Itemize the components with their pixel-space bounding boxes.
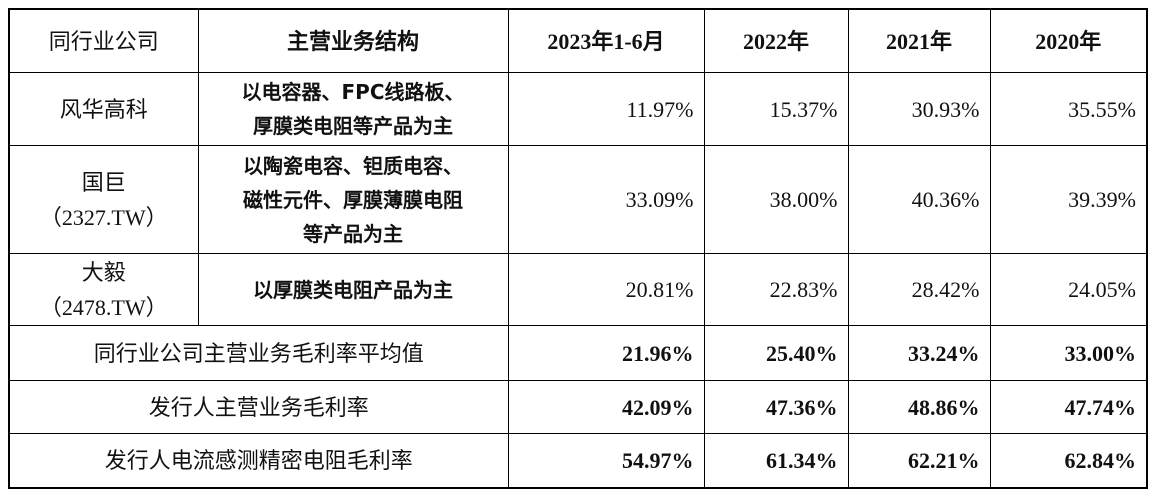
value-cell: 24.05% [989,253,1148,326]
summary-row: 发行人主营业务毛利率 42.09% 47.36% 48.86% 47.74% [8,380,1148,434]
summary-value: 21.96% [507,325,705,381]
summary-row: 发行人电流感测精密电阻毛利率 54.97% 61.34% 62.21% 62.84% [8,433,1148,488]
value-cell: 22.83% [703,253,849,326]
summary-value: 61.34% [703,433,849,488]
summary-row: 同行业公司主营业务毛利率平均值 21.96% 25.40% 33.24% 33.00% [8,325,1148,381]
value-cell: 30.93% [847,72,991,146]
summary-label: 发行人电流感测精密电阻毛利率 [8,433,509,488]
text-line: 国巨 [81,169,126,195]
business-cell: 以电容器、FPC线路板、 厚膜类电阻等产品为主 [197,72,509,146]
header-cell: 2022年 [703,8,849,73]
data-row: 国巨 （2327.TW） 以陶瓷电容、钽质电容、 磁性元件、厚膜薄膜电阻 等产品为主 33… [8,145,1148,254]
text-line: 大毅 [81,259,126,285]
text-line: 以电容器、FPC线路板、 [241,80,465,104]
value-cell: 40.36% [847,145,991,254]
header-cell: 主营业务结构 [197,8,509,73]
value-cell: 11.97% [507,72,705,146]
text-line: （2478.TW） [39,294,168,320]
value-cell: 39.39% [989,145,1148,254]
summary-label: 同行业公司主营业务毛利率平均值 [8,325,509,381]
company-cell: 大毅 （2478.TW） [8,253,199,326]
text-line: 磁性元件、厚膜薄膜电阻 [243,187,463,212]
gross-margin-table: 同行业公司 主营业务结构 2023年1-6月 2022年 2021年 2020年 风华高科… [8,8,1148,489]
value-cell: 38.00% [703,145,849,254]
summary-value: 48.86% [847,380,991,434]
data-row: 大毅 （2478.TW） 以厚膜类电阻产品为主 20.81% 22.83% 28.42% 2… [8,253,1148,326]
value-cell: 35.55% [989,72,1148,146]
value-cell: 28.42% [847,253,991,326]
value-cell: 20.81% [507,253,705,326]
header-cell: 2020年 [989,8,1148,73]
summary-value: 33.24% [847,325,991,381]
summary-value: 62.21% [847,433,991,488]
summary-value: 62.84% [989,433,1148,488]
header-cell: 同行业公司 [8,8,199,73]
summary-value: 25.40% [703,325,849,381]
summary-value: 47.74% [989,380,1148,434]
text-line: 以陶瓷电容、钽质电容、 [243,153,463,178]
summary-value: 33.00% [989,325,1148,381]
business-cell: 以陶瓷电容、钽质电容、 磁性元件、厚膜薄膜电阻 等产品为主 [197,145,509,254]
text-line: （2327.TW） [39,204,168,230]
text-line: 以厚膜类电阻产品为主 [253,277,453,302]
value-cell: 15.37% [703,72,849,146]
summary-value: 47.36% [703,380,849,434]
header-cell: 2023年1-6月 [507,8,705,73]
data-row: 风华高科 以电容器、FPC线路板、 厚膜类电阻等产品为主 11.97% 15.37% 30… [8,72,1148,146]
company-cell: 国巨 （2327.TW） [8,145,199,254]
summary-value: 54.97% [507,433,705,488]
text-line: 风华高科 [59,96,148,122]
company-cell: 风华高科 [8,72,199,146]
header-cell: 2021年 [847,8,991,73]
summary-value: 42.09% [507,380,705,434]
text-line: 等产品为主 [303,221,403,246]
value-cell: 33.09% [507,145,705,254]
text-line: 厚膜类电阻等产品为主 [253,114,453,138]
business-cell: 以厚膜类电阻产品为主 [197,253,509,326]
header-row: 同行业公司 主营业务结构 2023年1-6月 2022年 2021年 2020年 [8,8,1148,73]
summary-label: 发行人主营业务毛利率 [8,380,509,434]
